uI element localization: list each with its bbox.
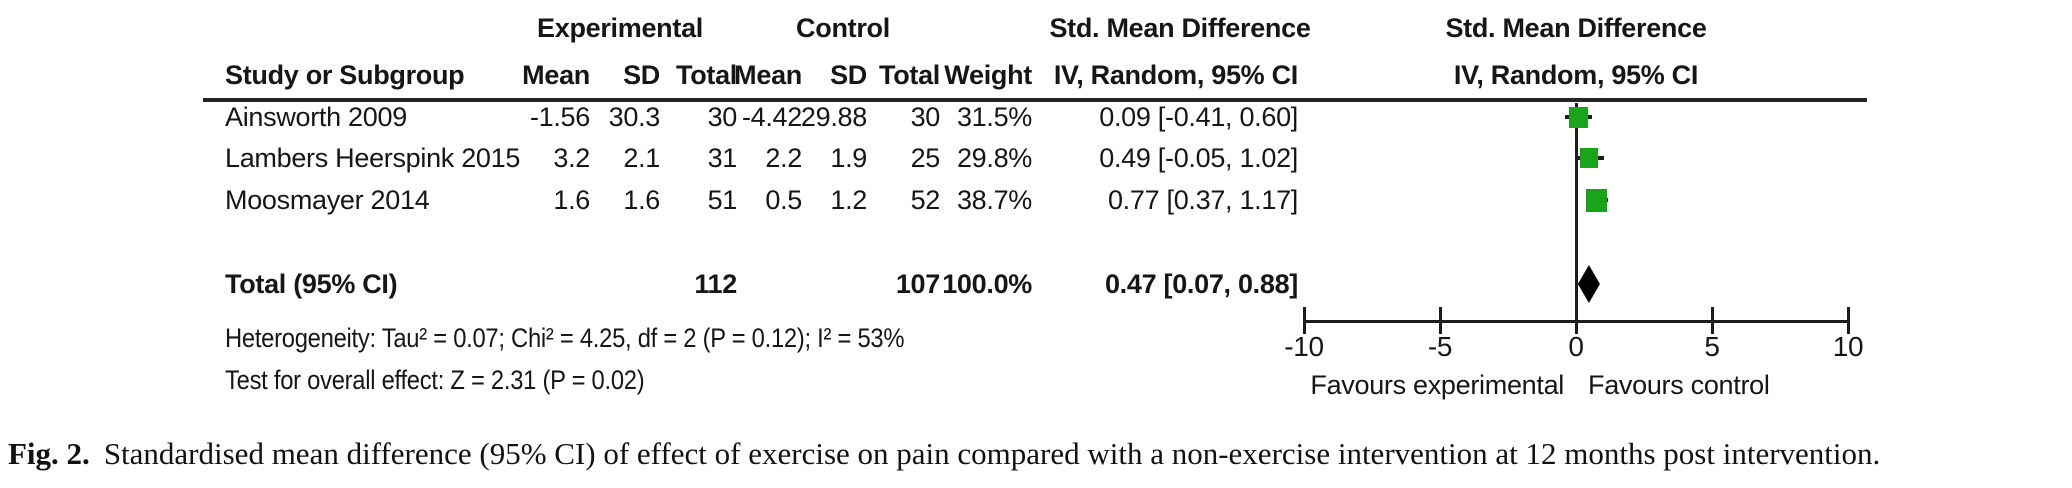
ctl-sd-value: 1.9 [830, 143, 867, 173]
axis-tick [1710, 307, 1714, 334]
ctl-mean-header: Mean [734, 60, 802, 90]
axis-tick-label: -5 [1427, 331, 1453, 362]
favours-experimental-label: Favours experimental [1310, 370, 1564, 400]
axis-tick-label: 10 [1832, 331, 1864, 362]
revman-forest-plot: Experimental Control Std. Mean Differenc… [0, 7, 2072, 401]
table-row: Moosmayer 2014 1.6 1.6 51 0.5 1.2 52 38.… [0, 179, 2072, 221]
forest-square [1586, 188, 1608, 212]
group-header-row: Experimental Control Std. Mean Differenc… [0, 7, 2072, 49]
axis-tick [1574, 307, 1578, 334]
overall-effect-row: Test for overall effect: Z = 2.31 (P = 0… [0, 359, 2072, 401]
smd-plot-header: Std. Mean Difference [1445, 13, 1707, 43]
ctl-total-value: 25 [910, 143, 941, 173]
exp-sd-header: SD [623, 60, 660, 90]
smd-table-header: Std. Mean Difference [1049, 13, 1311, 43]
caption-text: Standardised mean difference (95% CI) of… [103, 436, 1881, 471]
ci-plot-header: IV, Random, 95% CI [1453, 60, 1699, 90]
ctl-mean-value: 2.2 [765, 143, 802, 173]
weight-value: 29.8% [956, 143, 1032, 173]
exp-total-value: 30 [707, 102, 738, 132]
exp-mean-value: 3.2 [553, 143, 590, 173]
total-row: Total (95% CI) 112 107 100.0% 0.47 [0.07… [0, 263, 2072, 305]
exp-total-value: 51 [707, 185, 738, 215]
ctl-total-value: 52 [910, 185, 941, 215]
forest-plot-area: -10 -5 0 5 10 Favours experimental Favours con… [1284, 103, 1864, 400]
overall-effect-text: Test for overall effect: Z = 2.31 (P = 0… [225, 365, 645, 395]
zero-line [1574, 103, 1578, 323]
exp-sd-value: 1.6 [623, 185, 660, 215]
header-divider-line [203, 98, 1867, 102]
total-label: Total (95% CI) [225, 269, 398, 299]
exp-total-header: Total [676, 60, 737, 90]
heterogeneity-text: Heterogeneity: Tau² = 0.07; Chi² = 4.25,… [225, 323, 905, 353]
ctl-sd-value: 1.2 [830, 185, 867, 215]
total-diamond [1577, 265, 1600, 303]
weight-header: Weight [944, 60, 1032, 90]
axis-tick-label: -10 [1284, 331, 1324, 362]
exp-mean-header: Mean [522, 60, 590, 90]
study-column-header: Study or Subgroup [225, 60, 465, 90]
ctl-mean-value: 0.5 [765, 185, 802, 215]
forest-square [1568, 106, 1588, 128]
ctl-total-header: Total [879, 60, 940, 90]
heterogeneity-row: Heterogeneity: Tau² = 0.07; Chi² = 4.25,… [0, 317, 2072, 359]
total-weight: 100.0% [942, 269, 1032, 299]
exp-total-value: 31 [707, 143, 738, 173]
weight-value: 31.5% [956, 102, 1032, 132]
total-ctl-n: 107 [895, 269, 940, 299]
ci-column-header: IV, Random, 95% CI [1053, 60, 1298, 90]
axis-tick-label: 0 [1568, 331, 1584, 362]
experimental-group-header: Experimental [537, 13, 703, 43]
axis-tick [1302, 307, 1306, 334]
caption-label: Fig. 2. [8, 436, 90, 471]
forest-square [1580, 148, 1599, 168]
exp-sd-value: 30.3 [608, 102, 661, 132]
ci-value: 0.77 [0.37, 1.17] [1107, 185, 1298, 215]
control-group-header: Control [796, 13, 890, 43]
ci-value: 0.09 [-0.41, 0.60] [1099, 102, 1298, 132]
axis-tick [1846, 307, 1850, 334]
exp-mean-value: 1.6 [553, 185, 590, 215]
table-row: Ainsworth 2009 -1.56 30.3 30 -4.42 29.88… [0, 96, 2072, 138]
favours-control-label: Favours control [1588, 370, 1770, 400]
column-header-row: Study or Subgroup Mean SD Total Mean SD … [0, 54, 2072, 96]
total-exp-n: 112 [694, 269, 737, 299]
study-name: Lambers Heerspink 2015 [225, 143, 521, 173]
ci-value: 0.49 [-0.05, 1.02] [1099, 143, 1298, 173]
ctl-total-value: 30 [910, 102, 941, 132]
axis-tick [1438, 307, 1442, 334]
exp-mean-value: -1.56 [529, 102, 590, 132]
total-ci: 0.47 [0.07, 0.88] [1104, 269, 1298, 299]
axis-tick-label: 5 [1704, 331, 1720, 362]
study-name: Ainsworth 2009 [225, 102, 407, 132]
figure-caption: Fig. 2. Standardised mean difference (95%… [8, 434, 2068, 474]
exp-sd-value: 2.1 [623, 143, 660, 173]
ctl-mean-value: -4.42 [741, 102, 802, 132]
study-name: Moosmayer 2014 [225, 185, 430, 215]
weight-value: 38.7% [956, 185, 1032, 215]
table-row: Lambers Heerspink 2015 3.2 2.1 31 2.2 1.… [0, 137, 2072, 179]
ctl-sd-value: 29.88 [800, 102, 867, 132]
ctl-sd-header: SD [830, 60, 867, 90]
